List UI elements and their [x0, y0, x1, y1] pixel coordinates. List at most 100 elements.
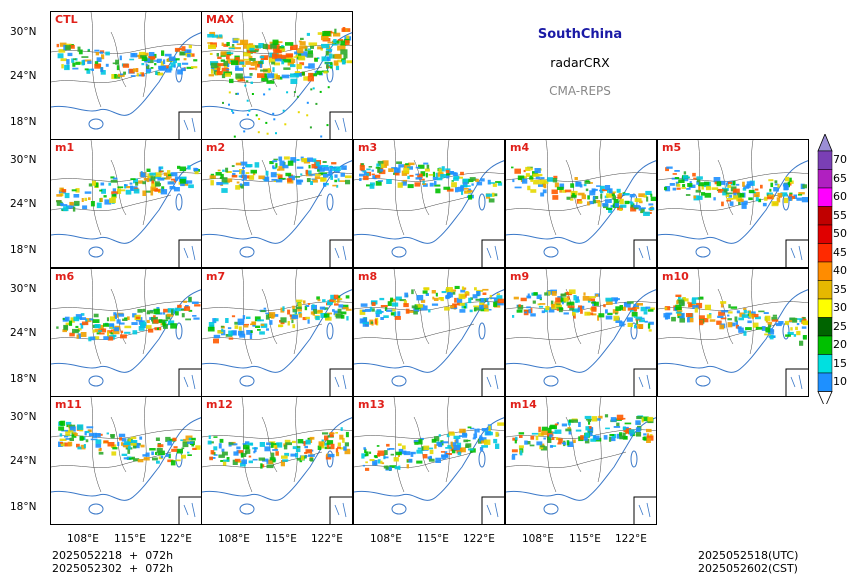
panel-label: m7 [206, 270, 226, 283]
radar-echo-map [202, 140, 352, 267]
colorbar-segment [817, 150, 833, 170]
lat-tick-label: 24°N [10, 455, 37, 467]
map-panel-m14: m14 [505, 396, 657, 525]
colorbar-top-arrow [817, 134, 833, 152]
colorbar-segment [817, 169, 833, 189]
panel-label: CTL [55, 13, 78, 26]
colorbar-level-label: 25 [833, 319, 847, 333]
lon-tick-label: 108°E [218, 533, 250, 545]
panel-label: m13 [358, 398, 385, 411]
panel-label: m12 [206, 398, 233, 411]
colorbar-level-label: 10 [833, 375, 847, 389]
lat-tick-label: 30°N [10, 411, 37, 423]
radar-echo-map [658, 140, 808, 267]
radar-echo-map [506, 397, 656, 524]
lat-tick-label: 24°N [10, 198, 37, 210]
radar-echo-map [51, 269, 201, 396]
colorbar-segment [817, 298, 833, 318]
lon-tick-label: 115°E [417, 533, 449, 545]
panel-label: m3 [358, 141, 378, 154]
product-title: radarCRX [550, 55, 610, 70]
colorbar-bottom-arrow [817, 391, 833, 404]
panel-label: m5 [662, 141, 682, 154]
colorbar-segment [817, 261, 833, 281]
lon-tick-label: 108°E [522, 533, 554, 545]
colorbar-level-label: 50 [833, 227, 847, 241]
lon-tick-label: 108°E [67, 533, 99, 545]
panel-label: m1 [55, 141, 75, 154]
colorbar-level-label: 40 [833, 264, 847, 278]
valid-time-utc: 2025052518(UTC) [698, 549, 799, 562]
radar-echo-map [658, 269, 808, 396]
lat-tick-label: 30°N [10, 26, 37, 38]
panel-label: m6 [55, 270, 75, 283]
colorbar-level-label: 35 [833, 282, 847, 296]
lon-tick-label: 122°E [463, 533, 495, 545]
lon-tick-label: 115°E [114, 533, 146, 545]
colorbar-segment [817, 317, 833, 337]
radar-echo-map [51, 12, 201, 139]
colorbar-segment [817, 206, 833, 226]
lat-tick-label: 18°N [10, 373, 37, 385]
map-panel-m12: m12 [201, 396, 353, 525]
colorbar-level-label: 15 [833, 356, 847, 370]
map-panel-m13: m13 [353, 396, 505, 525]
valid-time-cst: 2025052602(CST) [698, 562, 798, 575]
radar-echo-map [51, 140, 201, 267]
panel-label: m4 [510, 141, 530, 154]
map-panel-m11: m11 [50, 396, 202, 525]
lat-tick-label: 18°N [10, 116, 37, 128]
radar-echo-map [202, 12, 352, 139]
colorbar-segment [817, 280, 833, 300]
colorbar-segment [817, 187, 833, 207]
radar-echo-map [202, 269, 352, 396]
system-title: CMA-REPS [549, 84, 611, 98]
map-panel-m10: m10 [657, 268, 809, 397]
radar-echo-map [506, 269, 656, 396]
lon-tick-label: 122°E [615, 533, 647, 545]
colorbar-level-label: 60 [833, 190, 847, 204]
panel-label: m8 [358, 270, 378, 283]
colorbar-level-label: 70 [833, 153, 847, 167]
init-time-line-1: 2025052218 + 072h [52, 549, 174, 562]
colorbar-level-label: 30 [833, 301, 847, 315]
map-panel-m7: m7 [201, 268, 353, 397]
map-panel-m6: m6 [50, 268, 202, 397]
panel-label: m11 [55, 398, 82, 411]
map-panel-max: MAX [201, 11, 353, 140]
lon-tick-label: 115°E [569, 533, 601, 545]
radar-echo-map [354, 269, 504, 396]
map-panel-m8: m8 [353, 268, 505, 397]
lon-tick-label: 122°E [311, 533, 343, 545]
radar-echo-map [202, 397, 352, 524]
panel-label: m2 [206, 141, 226, 154]
map-panel-m5: m5 [657, 139, 809, 268]
colorbar-segment [817, 224, 833, 244]
lon-tick-label: 115°E [265, 533, 297, 545]
lat-tick-label: 24°N [10, 70, 37, 82]
lat-tick-label: 30°N [10, 154, 37, 166]
lat-tick-label: 30°N [10, 283, 37, 295]
colorbar-level-label: 45 [833, 245, 847, 259]
colorbar [817, 134, 833, 404]
radar-echo-map [51, 397, 201, 524]
panel-label: m9 [510, 270, 530, 283]
lon-tick-label: 122°E [160, 533, 192, 545]
init-time-line-2: 2025052302 + 072h [52, 562, 174, 575]
map-panel-m1: m1 [50, 139, 202, 268]
radar-echo-map [354, 140, 504, 267]
colorbar-segment [817, 243, 833, 263]
panel-label: m14 [510, 398, 537, 411]
map-panel-m3: m3 [353, 139, 505, 268]
map-panel-m9: m9 [505, 268, 657, 397]
panel-label: MAX [206, 13, 234, 26]
radar-echo-map [354, 397, 504, 524]
map-panel-m4: m4 [505, 139, 657, 268]
lat-tick-label: 18°N [10, 244, 37, 256]
map-panel-m2: m2 [201, 139, 353, 268]
lat-tick-label: 24°N [10, 327, 37, 339]
map-panel-ctl: CTL [50, 11, 202, 140]
panel-label: m10 [662, 270, 689, 283]
lon-tick-label: 108°E [370, 533, 402, 545]
radar-echo-map [506, 140, 656, 267]
